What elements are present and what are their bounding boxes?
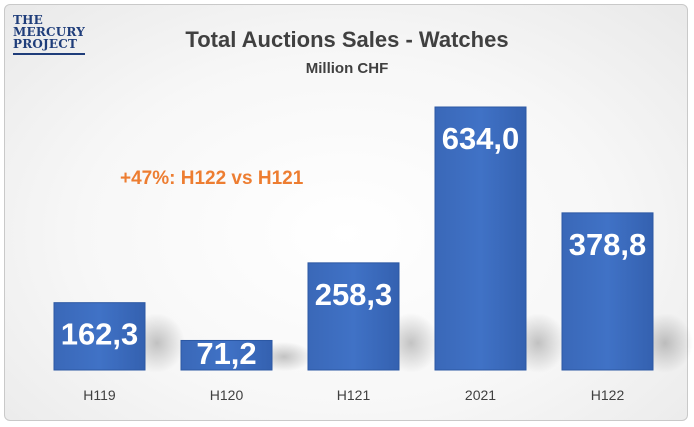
bar-h119: [53, 302, 146, 371]
bars-group: [53, 106, 654, 371]
logo-underline: [13, 53, 85, 55]
bar-h122: [561, 212, 654, 371]
chart-title: Total Auctions Sales - Watches: [185, 27, 509, 52]
chart-subtitle: Million CHF: [305, 60, 389, 77]
x-axis-tick-labels: H119 H120 H121 2021 H122: [83, 387, 624, 403]
bar-h121: [307, 262, 400, 371]
bar-value-label: 258,3: [315, 277, 393, 312]
bar-value-label: 71,2: [196, 336, 256, 371]
bar-h120: [180, 339, 273, 371]
logo-line-2: MERCURY: [13, 25, 85, 39]
logo-line-1: THE: [13, 13, 44, 27]
bar-2021: [434, 106, 527, 371]
x-tick-label: H122: [591, 387, 625, 403]
bar-value-label: 378,8: [569, 227, 647, 262]
bar-value-labels: 162,3 71,2 258,3 634,0 378,8: [61, 121, 647, 371]
x-tick-label: 2021: [465, 387, 496, 403]
x-tick-label: H119: [83, 387, 116, 403]
x-tick-label: H120: [210, 387, 244, 403]
bar-value-label: 162,3: [61, 317, 139, 352]
x-tick-label: H121: [337, 387, 371, 403]
mercury-project-logo: THE MERCURY PROJECT: [13, 14, 85, 55]
growth-annotation: +47%: H122 vs H121: [120, 168, 304, 189]
logo-line-3: PROJECT: [13, 37, 78, 51]
bar-value-label: 634,0: [442, 121, 520, 156]
